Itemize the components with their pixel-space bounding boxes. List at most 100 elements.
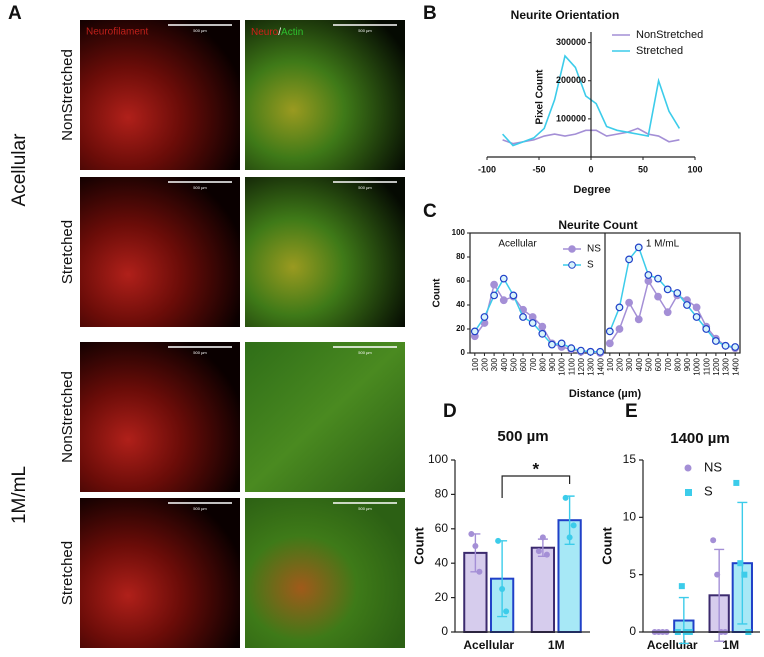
x-tick-label: -50 bbox=[532, 164, 545, 174]
marker bbox=[634, 315, 643, 324]
scale-bar-label: 500 µm bbox=[358, 185, 372, 190]
data-point bbox=[678, 583, 685, 590]
error-bar bbox=[714, 548, 725, 642]
panel-label: D bbox=[443, 401, 457, 422]
data-point bbox=[476, 568, 483, 575]
chart-title: Neurite Count bbox=[558, 218, 637, 232]
significance-bracket bbox=[501, 475, 571, 498]
x-tick-label: 100 bbox=[471, 357, 480, 371]
panel-title: 1 M/mL bbox=[646, 239, 680, 250]
legend-label: Stretched bbox=[636, 45, 683, 57]
legend-marker bbox=[568, 261, 576, 269]
x-tick-label: Acellular bbox=[463, 638, 514, 652]
chart-title: Neurite Orientation bbox=[511, 8, 620, 22]
data-point bbox=[499, 586, 506, 592]
panel-a: A Acellular 1M/mL NonStretched Stretched… bbox=[8, 3, 405, 648]
x-axis-label: Degree bbox=[573, 184, 610, 196]
x-tick-label: 200 bbox=[616, 357, 625, 371]
axes bbox=[642, 460, 760, 633]
legend-marker bbox=[684, 464, 692, 472]
marker bbox=[644, 271, 653, 279]
legend-label: NS bbox=[587, 244, 601, 255]
data-point bbox=[503, 608, 510, 615]
data-point bbox=[539, 534, 546, 541]
y-tick-label: 80 bbox=[435, 487, 449, 501]
data-point bbox=[737, 560, 744, 567]
panel-label: A bbox=[8, 3, 22, 24]
y-tick-label: 60 bbox=[435, 521, 449, 535]
scale-bar-label: 500 µm bbox=[358, 28, 372, 33]
marker bbox=[702, 325, 711, 333]
legend-label: NonStretched bbox=[636, 29, 703, 41]
legend-marker bbox=[685, 489, 692, 496]
x-tick-label: 1M bbox=[548, 638, 565, 652]
y-tick-label: 0 bbox=[441, 624, 448, 638]
x-tick-label: 400 bbox=[635, 357, 644, 371]
x-tick-label: 700 bbox=[529, 357, 538, 371]
data-point bbox=[570, 522, 577, 529]
data-point bbox=[495, 537, 502, 544]
marker bbox=[470, 327, 479, 336]
micrograph bbox=[80, 177, 240, 327]
marker bbox=[557, 339, 566, 348]
row-label: NonStretched bbox=[59, 49, 76, 141]
y-tick-label: 0 bbox=[629, 624, 636, 638]
marker bbox=[499, 274, 508, 283]
y-tick-label: 40 bbox=[456, 300, 465, 309]
marker bbox=[490, 280, 499, 289]
marker bbox=[538, 329, 547, 338]
y-tick-label: 15 bbox=[623, 452, 637, 466]
x-tick-label: 600 bbox=[519, 357, 528, 371]
data-point bbox=[543, 551, 550, 558]
marker bbox=[721, 341, 730, 350]
marker bbox=[586, 347, 595, 356]
legend-label: S bbox=[704, 483, 713, 498]
marker bbox=[673, 289, 682, 297]
scale-bar-label: 500 µm bbox=[193, 506, 207, 511]
micrograph bbox=[245, 342, 405, 492]
marker bbox=[519, 313, 527, 321]
y-tick-label: 60 bbox=[456, 276, 465, 285]
x-tick-label: 1400 bbox=[596, 357, 605, 375]
group-label: Acellular bbox=[9, 133, 30, 207]
data-point bbox=[562, 494, 569, 501]
marker bbox=[625, 298, 634, 307]
x-tick-label: 0 bbox=[588, 164, 593, 174]
data-point bbox=[714, 571, 721, 578]
bar bbox=[530, 546, 556, 633]
x-tick-label: 900 bbox=[548, 357, 557, 371]
panel-label: C bbox=[423, 201, 437, 222]
panel-label: E bbox=[625, 401, 638, 422]
y-tick-label: 100 bbox=[428, 452, 448, 466]
x-tick-label: 1000 bbox=[558, 357, 567, 375]
data-point bbox=[733, 479, 740, 486]
marker bbox=[499, 296, 508, 305]
y-axis-label: Pixel Count bbox=[535, 69, 546, 125]
x-tick-label: 500 bbox=[645, 357, 654, 371]
scale-bar-label: 500 µm bbox=[193, 28, 207, 33]
marker bbox=[663, 308, 672, 317]
x-tick-label: 1000 bbox=[693, 357, 702, 375]
x-tick-label: 200 bbox=[481, 357, 490, 371]
marker bbox=[692, 313, 701, 321]
data-point bbox=[535, 548, 542, 555]
y-tick-label: 300000 bbox=[556, 37, 586, 47]
y-tick-label: 20 bbox=[435, 590, 449, 604]
x-tick-label: 1300 bbox=[587, 357, 596, 375]
marker bbox=[548, 340, 556, 349]
marker bbox=[605, 327, 614, 336]
y-tick-label: 10 bbox=[623, 510, 637, 524]
significance-label: * bbox=[533, 459, 540, 478]
axes bbox=[454, 460, 590, 633]
marker bbox=[490, 291, 499, 300]
y-tick-label: 20 bbox=[456, 324, 465, 333]
scale-bars: 500 µm 500 µm 500 µm 500 µm 500 µm 500 µm 500 … bbox=[168, 24, 397, 511]
panel-title: Acellular bbox=[498, 239, 537, 250]
row-label: NonStretched bbox=[59, 371, 76, 463]
marker bbox=[528, 319, 537, 327]
legend-marker bbox=[568, 245, 576, 253]
x-tick-label: 1M bbox=[722, 638, 739, 652]
data-point bbox=[468, 530, 475, 537]
x-tick-label: 600 bbox=[654, 357, 663, 371]
